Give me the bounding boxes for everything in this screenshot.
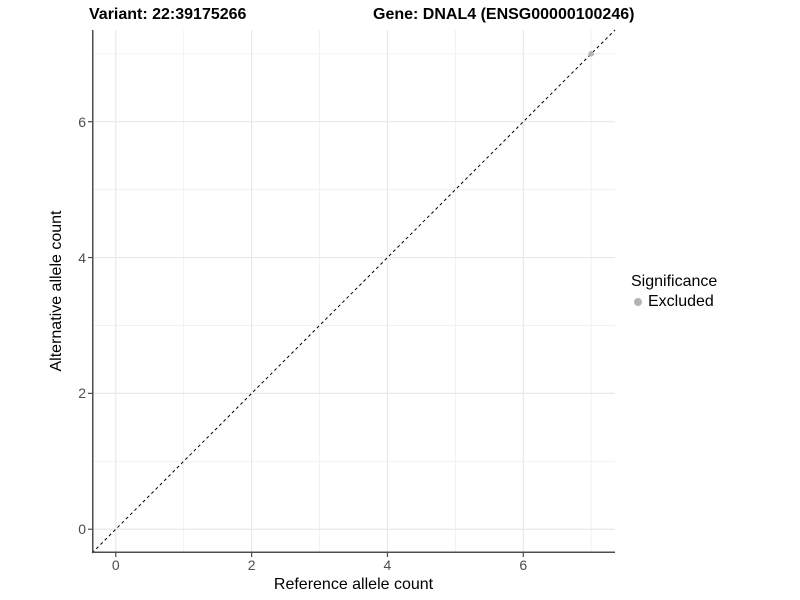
plot-panel [88, 29, 616, 557]
x-axis-title: Reference allele count [273, 576, 434, 593]
y-tick-label: 2 [78, 385, 86, 402]
legend: Significance Excluded [631, 272, 717, 311]
y-tick-label: 6 [78, 113, 86, 130]
legend-point-icon [634, 298, 642, 306]
legend-item-label: Excluded [648, 293, 714, 310]
x-tick-label: 0 [111, 557, 120, 573]
legend-title: Significance [631, 273, 718, 290]
y-tick-label: 4 [78, 249, 86, 266]
x-tick-label: 4 [383, 557, 392, 573]
x-tick-label: 2 [247, 557, 256, 573]
x-tick-label: 6 [519, 557, 528, 573]
y-tick-label: 0 [78, 521, 86, 538]
y-axis-title: Alternative allele count [48, 210, 65, 372]
identity-dashed-line [91, 29, 616, 554]
legend-key [631, 295, 645, 309]
data-point [588, 50, 595, 57]
gene-title: Gene: DNAL4 (ENSG00000100246) [373, 6, 635, 23]
legend-items: Excluded [631, 293, 717, 311]
variant-title: Variant: 22:39175266 [89, 6, 247, 23]
legend-item: Excluded [631, 293, 717, 311]
scatter-plot-svg [88, 29, 616, 557]
